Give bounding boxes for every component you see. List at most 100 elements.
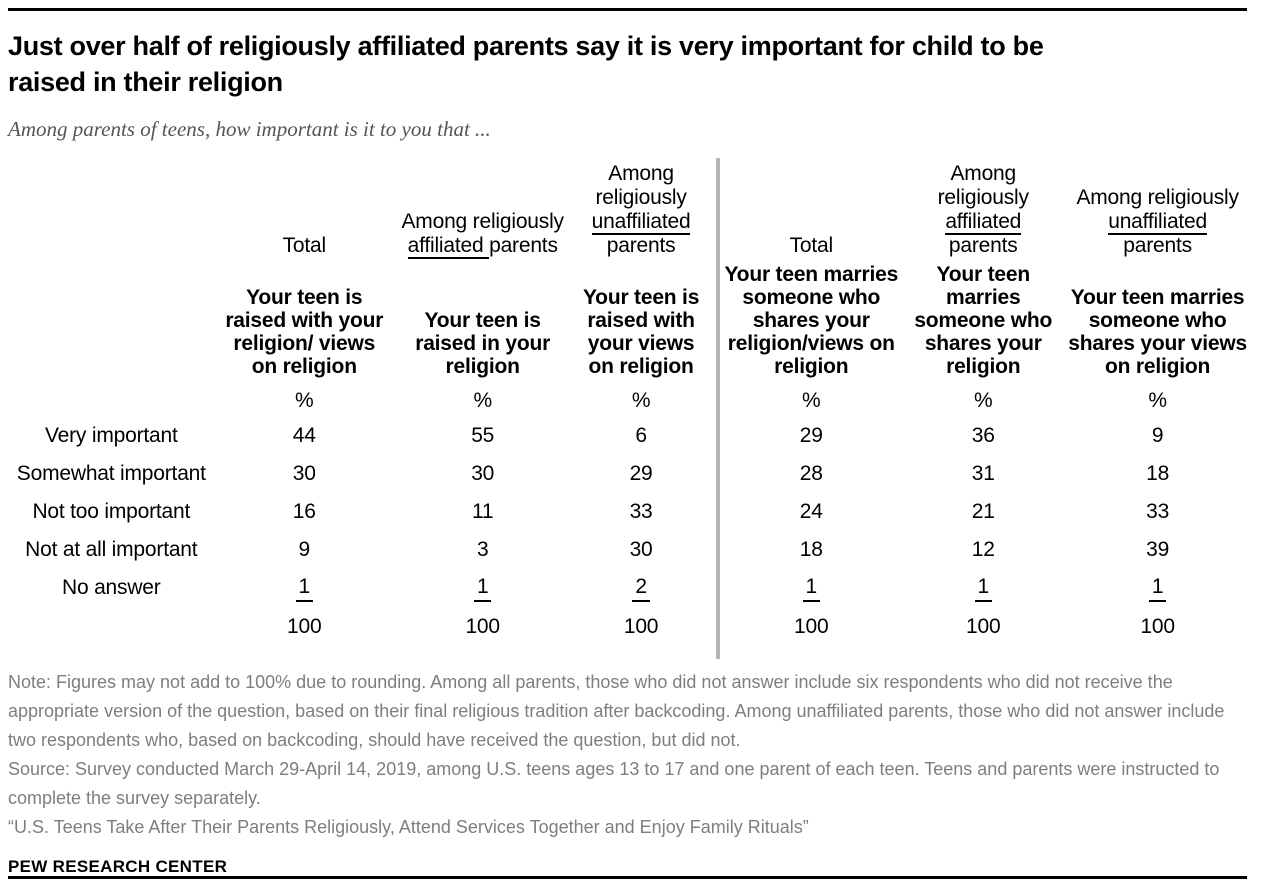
underlined-word: unaffiliated <box>591 210 691 235</box>
question-header-line: Your teen <box>936 263 1030 286</box>
question-header-line: religion/ views <box>233 332 376 355</box>
total-cell: 100 <box>794 615 829 638</box>
question-header-line: marries <box>945 286 1021 309</box>
question-header-line: religion <box>445 355 520 378</box>
value-cell: 3 <box>476 538 489 561</box>
question-header-cell: Your teen marries someone who shares your … <box>1068 263 1247 385</box>
header-word: religiously <box>595 186 687 209</box>
value-cell: 29 <box>629 462 653 485</box>
chart-subtitle: Among parents of teens, how important is… <box>8 117 491 141</box>
question-header-line: shares your <box>752 309 870 332</box>
group-header-line: Total <box>724 234 898 258</box>
underlined-word: affiliated <box>945 210 1022 235</box>
question-header-line: Your teen marries <box>1070 286 1245 309</box>
question-header-cell: Your teen is raised with your religion/ vi… <box>215 263 394 385</box>
value-cell: 18 <box>799 538 823 561</box>
question-header-line: on religion <box>1105 355 1211 378</box>
note-text: Note: Figures may not add to 100% due to… <box>8 672 1225 750</box>
value-cell: 30 <box>292 462 316 485</box>
value-cell: 30 <box>629 538 653 561</box>
underlined-value: 1 <box>974 575 992 602</box>
value-cell: 36 <box>971 424 995 447</box>
column-group-divider <box>710 455 725 493</box>
unit-cell: % <box>631 389 651 412</box>
group-header-cell: Among religiously unaffiliated parents <box>1068 158 1247 263</box>
source-text: Source: Survey conducted March 29-April … <box>8 759 1220 808</box>
chart-title: Just over half of religiously affiliated… <box>8 28 1247 100</box>
corner-cell <box>8 263 215 385</box>
value-cell: 11 <box>471 500 494 523</box>
group-header-line: religiously <box>898 186 1068 210</box>
question-header-cell: Your teen is raised with your views on reli… <box>571 263 710 385</box>
value-cell: 33 <box>1146 500 1170 523</box>
total-cell: 100 <box>623 615 659 638</box>
table-row: Total Among religiously affiliated parents… <box>8 158 1247 263</box>
header-word: parents <box>606 234 676 257</box>
header-word: Among religiously <box>1076 186 1239 209</box>
header-word: parents <box>1123 234 1192 257</box>
value-cell: 33 <box>629 500 653 523</box>
chart-title-line1: Just over half of religiously affiliated… <box>8 31 1044 61</box>
unit-cell: % <box>473 389 492 412</box>
value-cell: 28 <box>799 462 823 485</box>
group-header-line: unaffiliated <box>1068 210 1247 235</box>
unit-cell: % <box>295 389 314 412</box>
value-cell: 1 <box>1068 569 1247 607</box>
row-label: Somewhat important <box>16 462 206 485</box>
value-cell: 39 <box>1146 538 1170 561</box>
row-label: Not too important <box>32 500 191 523</box>
question-header-line: your views <box>587 332 695 355</box>
value-cell: 1 <box>394 569 572 607</box>
group-header-line: Among religiously <box>394 210 572 234</box>
column-group-divider <box>710 263 725 385</box>
value-cell: 6 <box>635 424 647 447</box>
table-row: %%%%%% <box>8 385 1247 417</box>
table-row: Somewhat important 30 30 29 28 31 18 <box>8 455 1247 493</box>
brand-wordmark: PEW RESEARCH CENTER <box>8 857 228 876</box>
group-header-line: unaffiliated <box>571 210 710 235</box>
question-header-line: Your teen is <box>246 286 363 309</box>
column-group-divider <box>710 531 725 569</box>
header-word: Total <box>282 234 327 257</box>
group-header-cell: Total <box>215 158 394 263</box>
question-header-line: shares your <box>924 332 1042 355</box>
header-word: Among <box>950 162 1017 185</box>
question-header-line: raised with <box>587 309 695 332</box>
unit-cell: % <box>1148 389 1167 412</box>
value-cell: 12 <box>971 538 995 561</box>
value-cell: 21 <box>971 500 995 523</box>
question-header-line: someone who <box>742 286 881 309</box>
group-header-cell: Among religiously affiliated parents <box>898 158 1068 263</box>
question-header-line: Your teen is <box>424 309 541 332</box>
table-row: Not at all important 9 3 30 18 12 39 <box>8 531 1247 569</box>
row-label: Very important <box>45 424 178 447</box>
total-cell: 100 <box>465 615 500 638</box>
total-cell: 100 <box>966 615 1001 638</box>
underlined-word: affiliated <box>407 234 490 259</box>
header-word: religiously <box>937 186 1029 209</box>
group-header-line: parents <box>898 234 1068 258</box>
total-cell: 100 <box>287 615 322 638</box>
group-header-line: affiliated parents <box>394 234 572 259</box>
question-header-line: on religion <box>588 355 694 378</box>
data-table: Total Among religiously affiliated parents… <box>8 158 1247 659</box>
underlined-value: 1 <box>802 575 820 602</box>
column-group-divider <box>710 158 725 263</box>
row-label: No answer <box>62 576 161 599</box>
column-group-divider <box>710 493 725 531</box>
group-header-line: Among religiously <box>1068 186 1247 210</box>
bottom-rule <box>8 876 1247 879</box>
column-group-divider <box>710 569 725 607</box>
question-header-line: Your teen marries <box>724 263 899 286</box>
underlined-word: unaffiliated <box>1108 210 1208 235</box>
table-row: Not too important 16 11 33 24 21 33 <box>8 493 1247 531</box>
group-header-cell: Total <box>724 158 898 263</box>
value-cell: 9 <box>298 538 311 561</box>
column-group-divider <box>710 417 725 455</box>
value-cell: 1 <box>724 569 898 607</box>
corner-cell <box>8 158 215 263</box>
top-rule <box>8 8 1247 11</box>
unit-cell: % <box>974 389 993 412</box>
group-header-cell: Among religiously affiliated parents <box>394 158 572 263</box>
